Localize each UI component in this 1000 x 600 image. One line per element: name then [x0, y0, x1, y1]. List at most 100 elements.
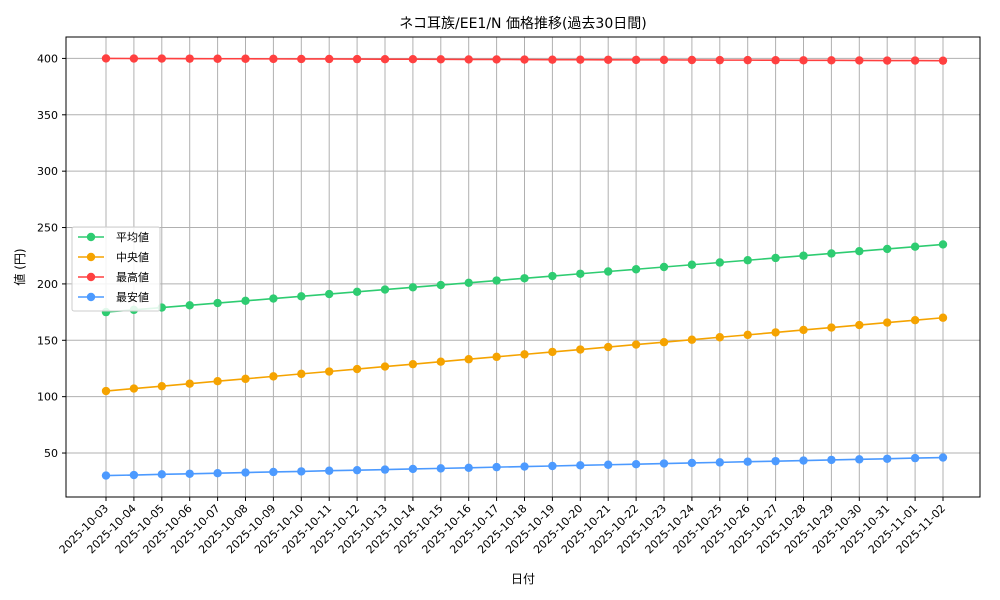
- data-point: [436, 464, 445, 473]
- data-point: [464, 463, 473, 472]
- data-point: [380, 362, 390, 371]
- data-point: [352, 465, 362, 475]
- series-lines: [101, 54, 948, 480]
- data-point: [548, 461, 557, 471]
- data-point: [883, 244, 892, 254]
- legend-label: 中央値: [116, 251, 149, 264]
- data-point: [408, 359, 418, 369]
- data-point: [743, 256, 752, 265]
- data-point: [659, 262, 669, 272]
- data-point: [771, 56, 780, 65]
- data-point: [883, 454, 892, 463]
- data-point: [269, 372, 278, 381]
- data-point: [408, 464, 418, 474]
- data-point: [185, 54, 194, 63]
- data-point: [938, 240, 948, 249]
- data-point: [855, 56, 864, 65]
- data-point: [297, 369, 306, 379]
- data-point: [325, 289, 334, 299]
- series-group: [101, 313, 948, 396]
- data-point: [910, 242, 920, 251]
- data-point: [910, 56, 920, 65]
- data-point: [213, 298, 222, 308]
- data-point: [185, 379, 194, 388]
- data-point: [827, 249, 836, 258]
- data-point: [492, 352, 501, 362]
- data-point: [631, 340, 641, 349]
- data-point: [241, 54, 250, 63]
- data-point: [548, 55, 557, 64]
- y-axis-label: 値 (円): [12, 248, 27, 285]
- data-point: [492, 55, 501, 64]
- data-point: [157, 54, 166, 63]
- data-point: [380, 55, 390, 64]
- data-point: [827, 455, 836, 465]
- data-point: [659, 338, 669, 347]
- data-point: [631, 55, 641, 65]
- y-tick-label: 50: [44, 447, 58, 460]
- y-tick-labels: 50 100 150 200 250 300 350 400: [37, 52, 58, 460]
- y-tick-label: 100: [37, 391, 58, 404]
- data-point: [297, 467, 306, 476]
- data-point: [101, 54, 111, 63]
- legend-marker: [86, 252, 96, 262]
- data-point: [492, 276, 501, 285]
- data-point: [799, 325, 808, 335]
- data-point: [157, 470, 166, 479]
- data-point: [715, 55, 724, 65]
- data-point: [604, 55, 613, 64]
- data-point: [659, 459, 669, 468]
- legend-label: 最安値: [116, 290, 149, 304]
- data-point: [743, 330, 752, 340]
- data-point: [352, 364, 362, 374]
- data-point: [129, 54, 139, 63]
- data-point: [548, 271, 557, 281]
- data-point: [771, 328, 780, 337]
- data-point: [352, 54, 362, 64]
- y-tick-label: 350: [37, 109, 58, 122]
- data-point: [631, 459, 641, 469]
- data-point: [827, 323, 836, 332]
- plot-frame: [65, 36, 981, 498]
- data-point: [269, 467, 278, 477]
- legend-label: 平均値: [116, 231, 149, 244]
- data-point: [604, 267, 613, 276]
- data-point: [297, 54, 306, 64]
- data-point: [910, 316, 920, 325]
- data-point: [715, 258, 724, 267]
- data-point: [213, 54, 222, 63]
- data-point: [408, 283, 418, 292]
- data-point: [938, 56, 948, 65]
- legend-label: 最高値: [116, 270, 149, 284]
- y-tick-label: 250: [37, 222, 58, 235]
- series-group: [101, 54, 948, 65]
- data-point: [604, 342, 613, 352]
- data-point: [548, 347, 557, 357]
- data-point: [799, 251, 808, 260]
- data-point: [213, 377, 222, 386]
- data-point: [213, 469, 222, 478]
- data-point: [297, 292, 306, 301]
- data-point: [464, 278, 473, 287]
- data-point: [241, 374, 250, 384]
- data-point: [743, 55, 752, 65]
- data-point: [436, 357, 445, 366]
- data-point: [827, 56, 836, 65]
- data-point: [938, 453, 948, 462]
- data-point: [325, 367, 334, 376]
- data-point: [855, 320, 864, 330]
- series-group: [101, 453, 948, 480]
- y-tick-label: 400: [37, 52, 58, 65]
- data-point: [185, 469, 194, 478]
- data-point: [129, 470, 139, 480]
- legend-marker: [86, 292, 96, 302]
- data-point: [687, 335, 697, 344]
- legend-marker: [86, 232, 96, 242]
- data-point: [520, 350, 529, 359]
- data-point: [241, 296, 250, 306]
- data-point: [771, 456, 780, 466]
- data-point: [910, 453, 920, 463]
- data-point: [715, 458, 724, 467]
- data-point: [185, 301, 194, 310]
